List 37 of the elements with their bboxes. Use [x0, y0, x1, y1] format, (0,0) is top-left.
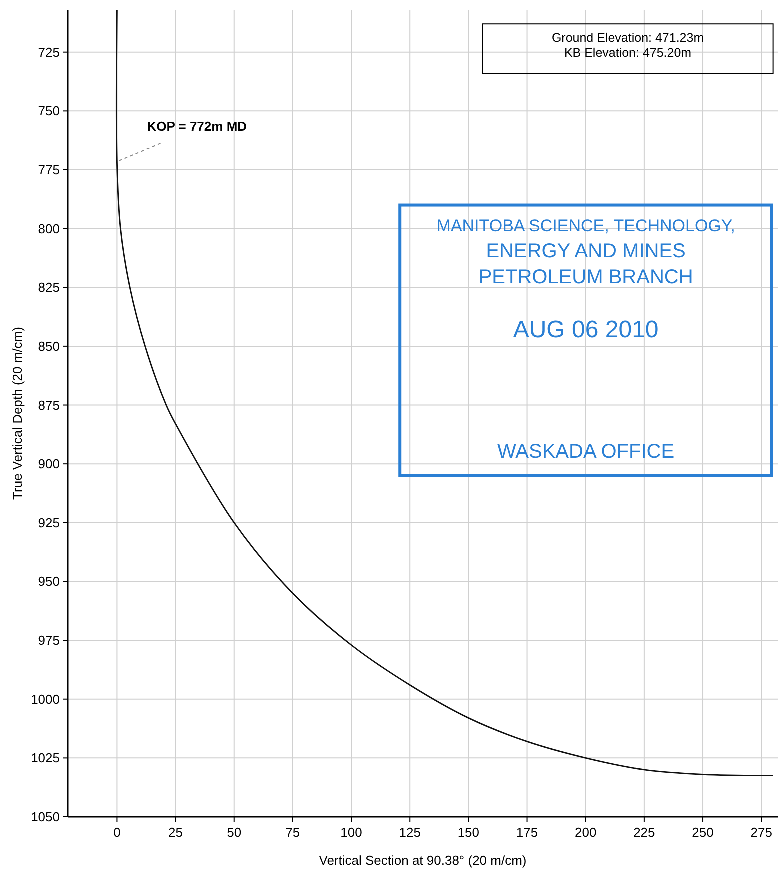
annotation: PETROLEUM BRANCH	[478, 266, 694, 288]
x-tick-label: 200	[575, 825, 597, 840]
y-tick-label: 825	[38, 280, 60, 296]
x-tick-label: 50	[227, 825, 242, 840]
y-tick-label: 725	[38, 44, 60, 60]
y-tick-label: 1000	[31, 692, 60, 707]
x-tick-label: 225	[634, 825, 656, 840]
y-tick-label: 850	[38, 338, 60, 354]
annotation: KB Elevation: 475.20m	[564, 46, 692, 60]
y-tick-label: 975	[38, 633, 60, 648]
annotation: MANITOBA SCIENCE, TECHNOLOGY,	[436, 216, 736, 236]
y-tick-label: 1025	[31, 750, 60, 766]
y-tick-label: 900	[38, 456, 60, 472]
x-tick-label: 100	[340, 825, 362, 840]
x-tick-label: 75	[286, 825, 300, 840]
x-axis-title: Vertical Section at 90.38° (20 m/cm)	[319, 853, 527, 868]
x-tick-label: 0	[114, 825, 121, 840]
y-tick-label: 775	[38, 162, 60, 178]
line-series	[116, 9, 774, 777]
y-tick-label: 925	[38, 515, 60, 530]
y-tick-label: 950	[38, 574, 60, 590]
y-tick-label: 750	[38, 104, 60, 119]
x-tick-label: 25	[168, 825, 184, 840]
y-tick-label: 875	[38, 398, 60, 413]
y-tick-label: 800	[38, 221, 60, 236]
y-axis-title: True Vertical Depth (20 m/cm)	[10, 327, 25, 500]
annotation: WASKADA OFFICE	[498, 440, 675, 463]
x-tick-label: 175	[516, 825, 538, 840]
annotation: ENERGY AND MINES	[486, 240, 686, 262]
annotation: KOP = 772m MD	[147, 118, 248, 134]
annotation: Ground Elevation: 471.23m	[552, 31, 704, 46]
x-tick-label: 150	[458, 825, 480, 840]
x-tick-label: 250	[692, 825, 714, 840]
y-tick-label: 1050	[31, 810, 60, 824]
annotation: AUG 06 2010	[513, 316, 659, 344]
x-tick-label: 275	[750, 825, 772, 840]
x-tick-label: 125	[399, 825, 421, 840]
